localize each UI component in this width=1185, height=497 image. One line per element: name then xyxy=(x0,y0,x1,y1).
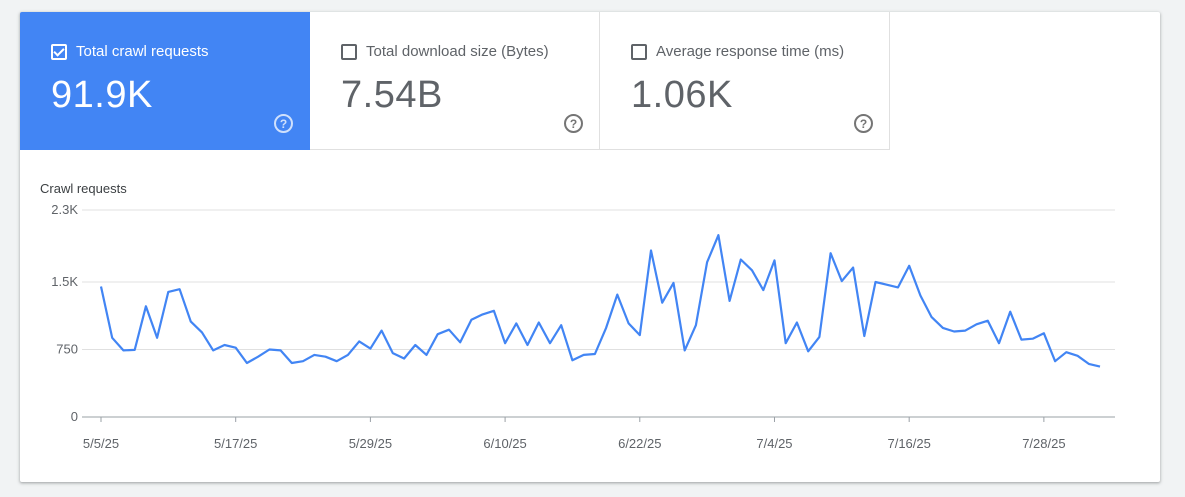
metric-tab-total-crawl-requests[interactable]: Total crawl requests 91.9K ? xyxy=(20,12,310,150)
y-tick-label: 0 xyxy=(71,409,78,424)
y-tick-label: 1.5K xyxy=(51,274,78,289)
help-icon[interactable]: ? xyxy=(274,114,293,133)
x-tick-label: 6/10/25 xyxy=(483,436,526,451)
x-tick-label: 7/4/25 xyxy=(756,436,792,451)
metric-value: 1.06K xyxy=(631,74,733,116)
crawl-stats-card: Total crawl requests 91.9K ? Total downl… xyxy=(20,12,1160,482)
help-icon[interactable]: ? xyxy=(564,114,583,133)
metric-tabs: Total crawl requests 91.9K ? Total downl… xyxy=(20,12,890,150)
x-tick-label: 7/28/25 xyxy=(1022,436,1065,451)
x-tick-label: 5/29/25 xyxy=(349,436,392,451)
help-icon[interactable]: ? xyxy=(854,114,873,133)
metric-label: Total download size (Bytes) xyxy=(366,43,549,60)
y-axis-title: Crawl requests xyxy=(40,181,127,196)
x-tick-label: 5/5/25 xyxy=(83,436,119,451)
metric-label: Average response time (ms) xyxy=(656,43,845,60)
crawl-requests-chart: 0 750 1.5K 2.3K 5/5/25 5/17/25 5/29/25 6/10/25 6… xyxy=(51,202,1115,451)
x-tick-label: 6/22/25 xyxy=(618,436,661,451)
checkbox-unchecked-icon[interactable] xyxy=(341,43,357,60)
metric-tab-average-response-time[interactable]: Average response time (ms) 1.06K ? xyxy=(600,12,890,150)
metric-value: 91.9K xyxy=(51,74,153,116)
metric-label: Total crawl requests xyxy=(76,43,209,60)
y-tick-label: 2.3K xyxy=(51,202,78,217)
checkbox-checked-icon[interactable] xyxy=(51,43,67,60)
crawl-requests-line xyxy=(99,234,1101,368)
x-tick-label: 5/17/25 xyxy=(214,436,257,451)
metric-tab-total-download-size[interactable]: Total download size (Bytes) 7.54B ? xyxy=(310,12,600,150)
x-tick-label: 7/16/25 xyxy=(887,436,930,451)
y-tick-label: 750 xyxy=(56,342,78,357)
checkbox-unchecked-icon[interactable] xyxy=(631,43,647,60)
metric-value: 7.54B xyxy=(341,74,443,116)
